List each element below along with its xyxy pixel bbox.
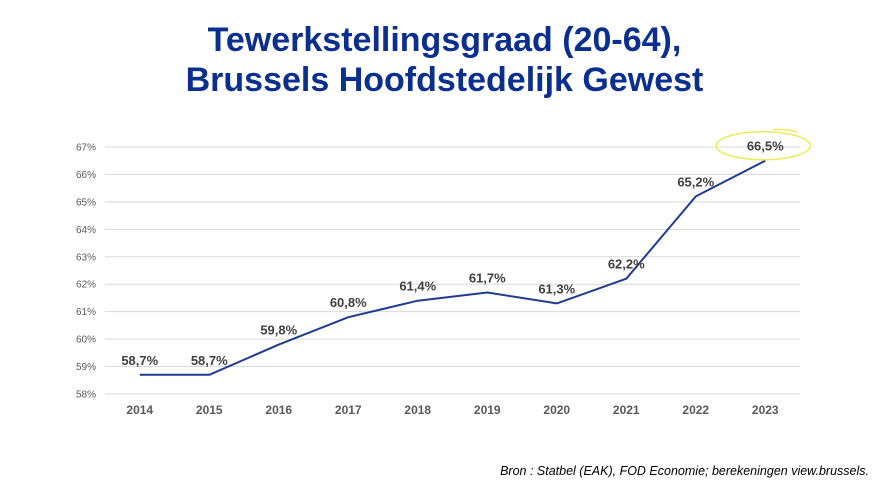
data-label: 60,8% <box>330 295 367 310</box>
data-label: 66,5% <box>747 139 784 154</box>
data-label: 62,2% <box>608 257 645 272</box>
data-label: 61,7% <box>469 270 506 285</box>
y-tick-label: 64% <box>76 225 96 236</box>
x-tick-label: 2021 <box>613 403 640 417</box>
y-tick-label: 67% <box>76 143 96 154</box>
highlight-ellipse <box>715 130 811 161</box>
x-tick-label: 2020 <box>543 403 570 417</box>
highlight-stroke <box>773 128 798 133</box>
y-tick-label: 63% <box>76 252 96 263</box>
data-label: 65,2% <box>677 174 714 189</box>
x-tick-label: 2014 <box>126 403 153 417</box>
y-tick-label: 58% <box>76 390 96 401</box>
y-tick-label: 60% <box>76 335 96 346</box>
data-label: 59,8% <box>260 323 297 338</box>
x-tick-label: 2023 <box>752 403 779 417</box>
x-tick-label: 2015 <box>196 403 223 417</box>
data-label: 61,4% <box>399 279 436 294</box>
y-tick-label: 59% <box>76 362 96 373</box>
y-tick-label: 62% <box>76 280 96 291</box>
y-tick-label: 65% <box>76 197 96 208</box>
data-label: 58,7% <box>191 353 228 368</box>
data-label: 58,7% <box>121 353 158 368</box>
x-tick-label: 2016 <box>265 403 292 417</box>
x-tick-label: 2018 <box>404 403 431 417</box>
x-tick-label: 2022 <box>682 403 709 417</box>
series-line <box>139 159 766 376</box>
chart-title: Tewerkstellingsgraad (20-64), Brussels H… <box>0 20 889 100</box>
source-note: Bron : Statbel (EAK), FOD Economie; bere… <box>500 464 869 478</box>
x-tick-label: 2017 <box>335 403 362 417</box>
x-tick-label: 2019 <box>474 403 501 417</box>
title-line-1: Tewerkstellingsgraad (20-64), <box>207 21 682 59</box>
title-line-2: Brussels Hoofdstedelijk Gewest <box>185 61 704 99</box>
data-label: 61,3% <box>538 281 575 296</box>
y-tick-label: 61% <box>76 307 96 318</box>
y-tick-label: 66% <box>76 170 96 181</box>
